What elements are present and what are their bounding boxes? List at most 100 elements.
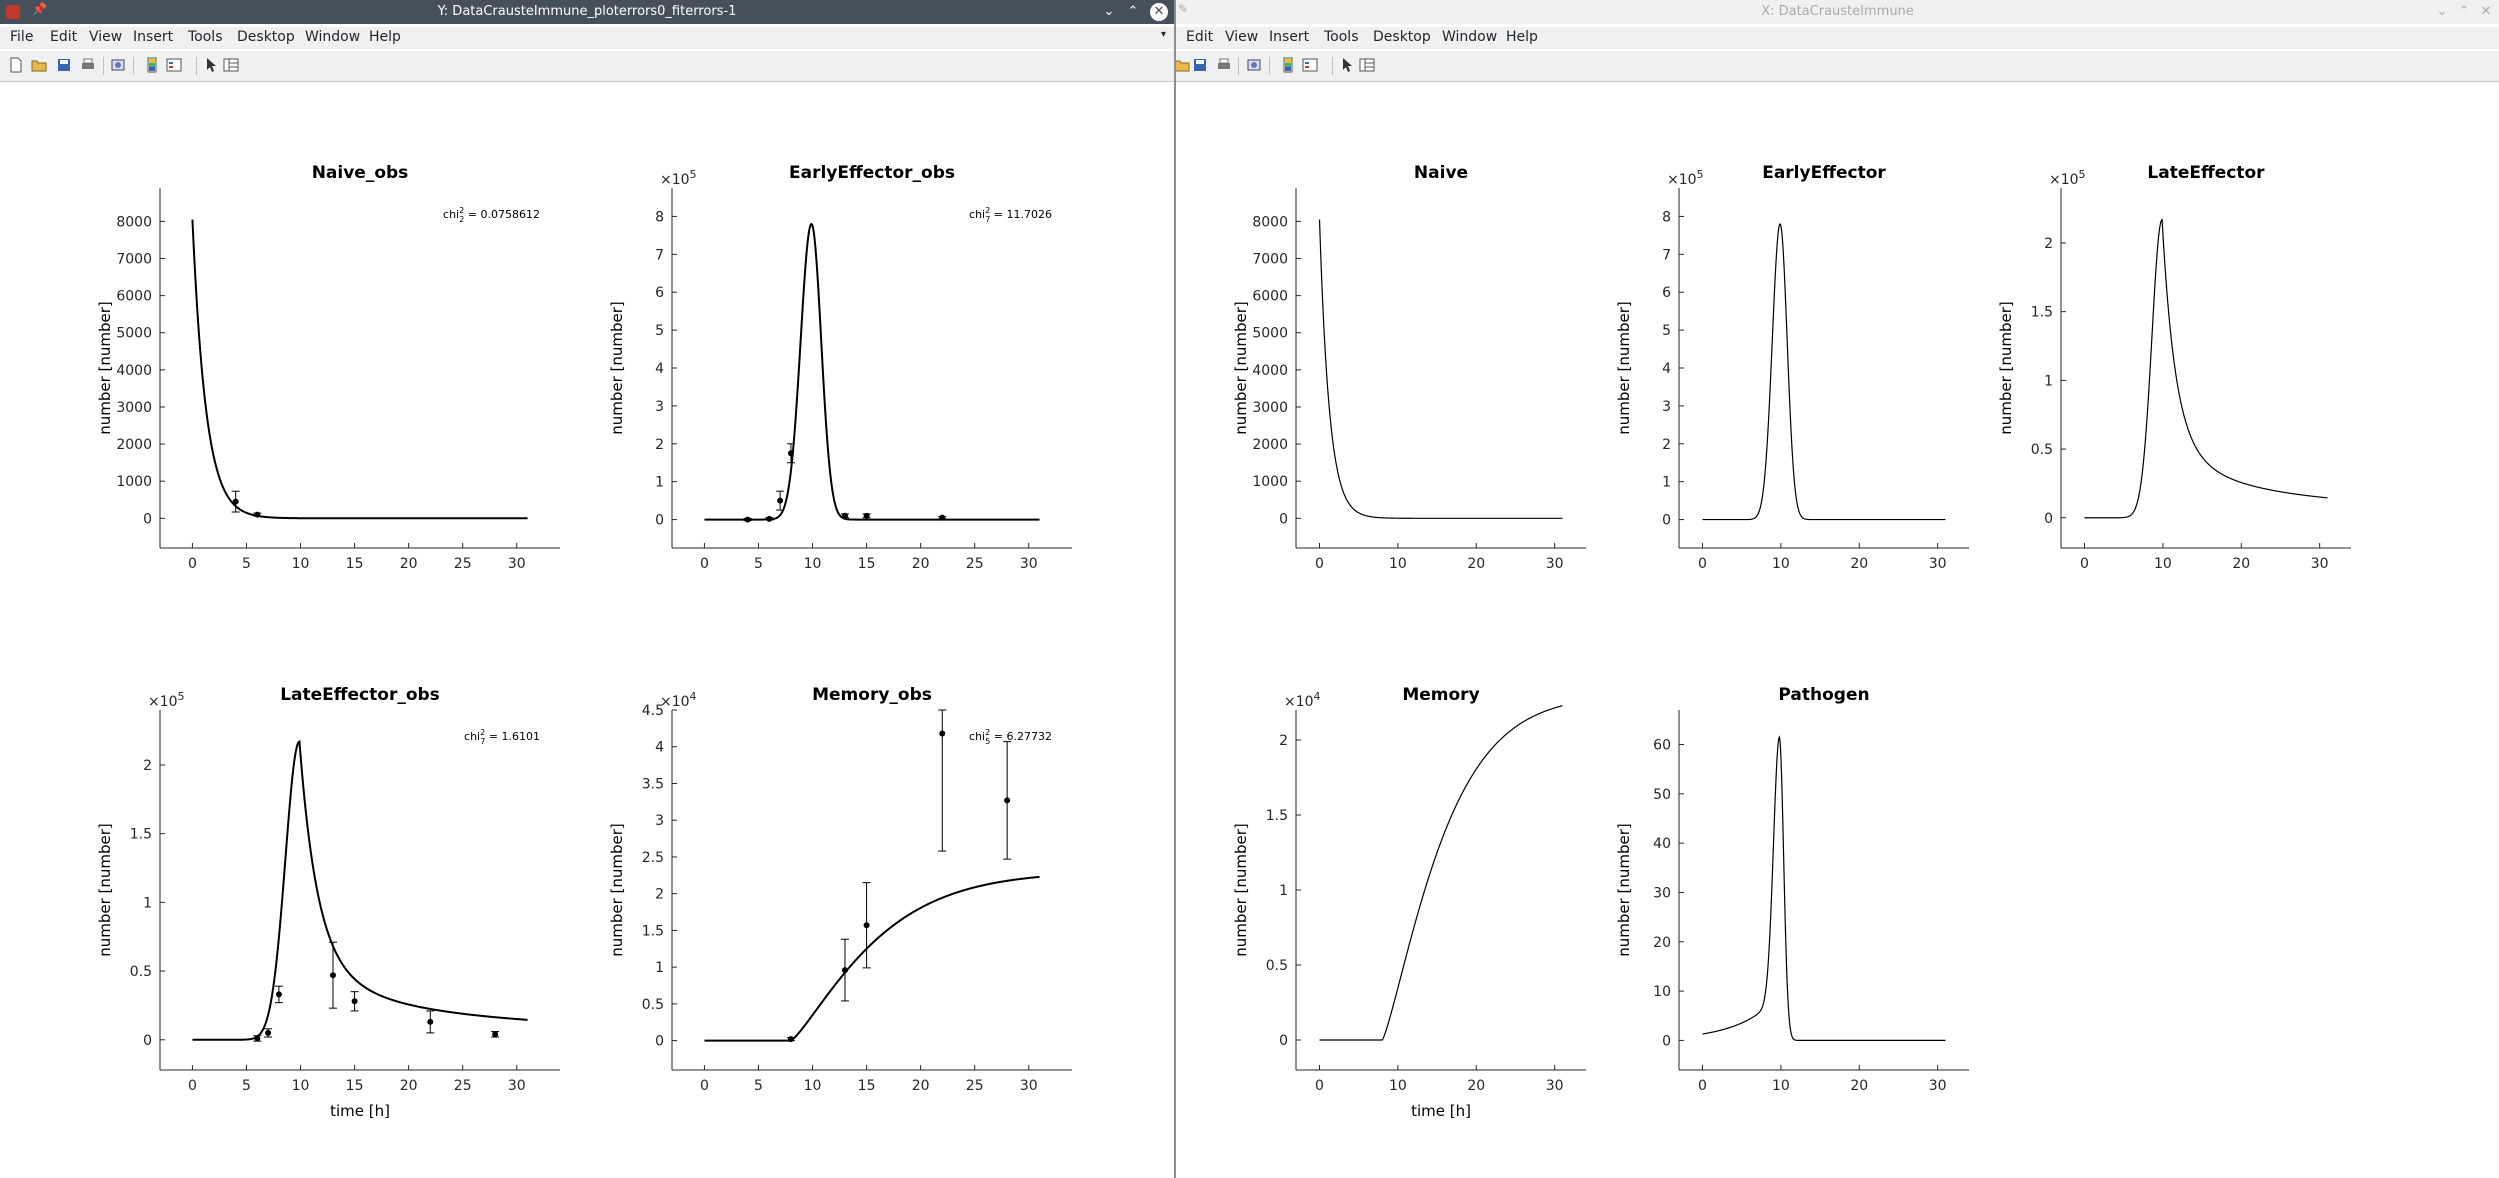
maximize-icon[interactable]: ⌃: [1127, 4, 1139, 19]
axes-naive-obs[interactable]: Naive_obs 0 5 10 15 20 25 30 0 1000 2000 3000 4000 50…: [90, 148, 580, 608]
data-point: [232, 498, 239, 505]
y-axis-label: number [number]: [1997, 301, 2015, 435]
y-tick-label: 1: [143, 895, 152, 911]
colorbar-icon[interactable]: [1280, 57, 1296, 73]
data-point: [787, 450, 794, 457]
menu-desktop[interactable]: Desktop: [237, 29, 295, 45]
print-icon[interactable]: [1216, 57, 1232, 73]
menu-help[interactable]: Help: [369, 29, 401, 45]
figure-window-x: ✎ X: DataCrausteImmune ⌄ ⌃ ✕ Edit View I…: [1176, 0, 2499, 1178]
property-editor-icon[interactable]: [1359, 57, 1375, 73]
print-preview-icon[interactable]: [1246, 57, 1262, 73]
data-point: [427, 1018, 434, 1025]
y-tick-label: 0: [143, 1033, 152, 1049]
menu-window[interactable]: Window: [1442, 29, 1498, 45]
y-axis-label: number [number]: [1232, 823, 1250, 957]
print-preview-icon[interactable]: [110, 57, 126, 73]
data-point: [787, 1036, 794, 1043]
axes-earlyeffector-obs[interactable]: EarlyEffector_obs 0 5 10 15 20 25 30 0 1 2 3 4 5 6 7 8 ×1…: [602, 148, 1092, 608]
chi-squared-annotation: chi2 5 = 6.27732: [969, 728, 1052, 746]
menu-help[interactable]: Help: [1506, 29, 1538, 45]
axes-memory[interactable]: Memory 0 10 20 30 0 0.5 1 1.5 2 ×104 number [number…: [1226, 670, 1606, 1130]
menu-window[interactable]: Window: [305, 29, 361, 45]
axes-title: Naive: [1414, 163, 1468, 183]
menu-insert[interactable]: Insert: [1269, 29, 1310, 45]
y-axis-label: number [number]: [608, 823, 626, 957]
x-axis-label: time [h]: [330, 1102, 390, 1120]
x-tick-label: 30: [1546, 1078, 1564, 1094]
y-tick-label: 1.5: [2031, 305, 2053, 321]
axes-lateeffector[interactable]: LateEffector 0 10 20 30 0 0.5 1 1.5 2 ×105 number […: [1991, 148, 2371, 608]
menu-view[interactable]: View: [1225, 29, 1259, 45]
matlab-app-icon: [6, 5, 20, 19]
data-point: [841, 967, 848, 974]
data-point: [329, 972, 336, 979]
toolbar-separator: [1332, 57, 1333, 75]
y-tick-label: 2: [655, 887, 664, 903]
axes-earlyeffector[interactable]: EarlyEffector 0 10 20 30 0 1 2 3 4 5 6 7 8 ×105 number …: [1609, 148, 1989, 608]
minimize-icon[interactable]: ⌄: [2436, 4, 2448, 19]
y-tick-label: 0.5: [1266, 958, 1288, 974]
axis-exponent-label: ×105: [148, 690, 185, 710]
open-icon[interactable]: [31, 57, 47, 73]
menu-edit[interactable]: Edit: [1186, 29, 1214, 45]
data-point: [254, 1035, 261, 1042]
colorbar-icon[interactable]: [144, 57, 160, 73]
title-bar[interactable]: ✎ X: DataCrausteImmune ⌄ ⌃ ✕: [1176, 0, 2499, 24]
menu-view[interactable]: View: [89, 29, 123, 45]
x-tick-label: 10: [804, 556, 822, 572]
save-icon[interactable]: [1192, 57, 1208, 73]
y-tick-label: 2: [2044, 236, 2053, 252]
print-icon[interactable]: [80, 57, 96, 73]
x-tick-label: 30: [508, 1078, 526, 1094]
close-icon[interactable]: ✕: [2480, 4, 2492, 19]
menu-edit[interactable]: Edit: [50, 29, 78, 45]
data-point: [939, 730, 946, 737]
x-tick-label: 30: [1929, 556, 1947, 572]
axes-lateeffector-obs[interactable]: LateEffector_obs 0 5 10 15 20 25 30 0 0.5 1 1.5 2 ×10…: [90, 670, 580, 1130]
axes-title: Memory_obs: [812, 685, 932, 705]
minimize-icon[interactable]: ⌄: [1103, 4, 1115, 19]
x-axis-label: time [h]: [1411, 1102, 1471, 1120]
data-point: [939, 514, 946, 521]
axes-pathogen[interactable]: Pathogen 0 10 20 30 0 10 20 30 40 50 60 number [numb…: [1609, 670, 1989, 1130]
open-icon[interactable]: [1176, 57, 1190, 73]
property-editor-icon[interactable]: [223, 57, 239, 73]
chi-squared-annotation: chi2 2 = 0.0758612: [443, 206, 540, 224]
new-figure-icon[interactable]: [8, 57, 24, 73]
x-tick-label: 10: [1389, 1078, 1407, 1094]
save-icon[interactable]: [56, 57, 72, 73]
x-tick-label: 5: [242, 556, 251, 572]
x-tick-label: 20: [2232, 556, 2250, 572]
pin-icon[interactable]: 📌: [32, 2, 47, 16]
menu-tools[interactable]: Tools: [1324, 29, 1359, 45]
y-tick-label: 3: [655, 399, 664, 415]
menu-tools[interactable]: Tools: [188, 29, 223, 45]
y-tick-label: 3000: [116, 400, 152, 416]
pointer-icon[interactable]: [1339, 57, 1355, 73]
menu-insert[interactable]: Insert: [133, 29, 174, 45]
toolbar-separator: [103, 57, 104, 75]
y-tick-label: 4000: [116, 363, 152, 379]
pin-icon[interactable]: ✎: [1178, 2, 1189, 16]
axes-naive[interactable]: Naive 0 10 20 30 0 1000 2000 3000 4000 5000 6000 700…: [1226, 148, 1606, 608]
maximize-icon[interactable]: ⌃: [2458, 4, 2470, 19]
menu-file[interactable]: File: [10, 29, 34, 45]
data-point: [265, 1029, 272, 1036]
x-tick-label: 5: [754, 1078, 763, 1094]
legend-icon[interactable]: [1302, 57, 1318, 73]
title-bar[interactable]: 📌 Y: DataCrausteImmune_ploterrors0_fiter…: [0, 0, 1174, 24]
pointer-icon[interactable]: [203, 57, 219, 73]
y-tick-label: 1000: [1252, 474, 1288, 490]
toolbar-separator: [1238, 57, 1239, 75]
axes-memory-obs[interactable]: Memory_obs 0 5 10 15 20 25 30 0 0.5 1 1.5 2 2.5 3 3.5 4 4…: [602, 670, 1092, 1130]
close-icon[interactable]: ✕: [1150, 3, 1168, 21]
menu-desktop[interactable]: Desktop: [1373, 29, 1431, 45]
toolbar-overflow-icon[interactable]: ▾: [1160, 29, 1166, 40]
x-tick-label: 20: [1467, 1078, 1485, 1094]
y-tick-label: 1.5: [642, 923, 664, 939]
figure-canvas: Naive 0 10 20 30 0 1000 2000 3000 4000 5000 6000 700…: [1176, 82, 2499, 1178]
figure-window-y: 📌 Y: DataCrausteImmune_ploterrors0_fiter…: [0, 0, 1176, 1178]
legend-icon[interactable]: [166, 57, 182, 73]
y-tick-label: 0: [655, 513, 664, 529]
